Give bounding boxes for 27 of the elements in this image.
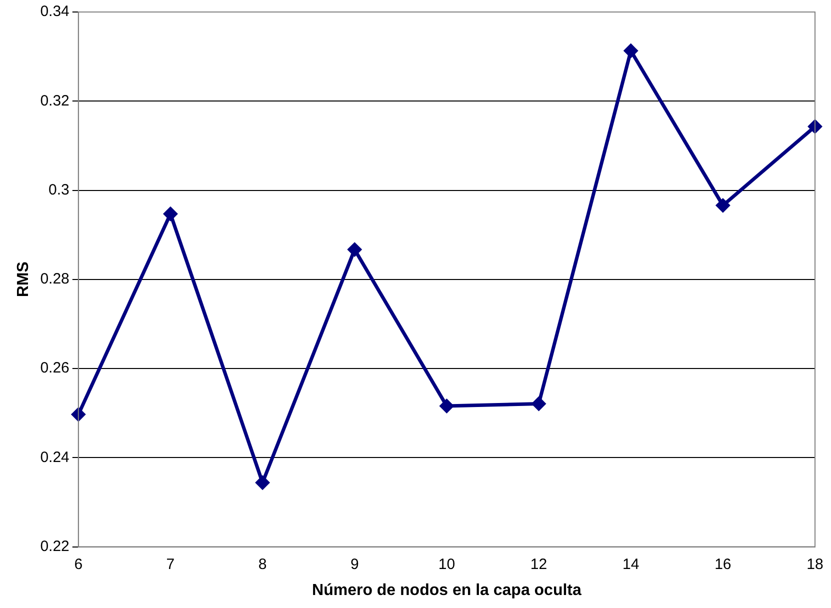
point — [440, 399, 454, 413]
y-tick-label: 0.32 — [40, 92, 70, 110]
y-tick-label: 0.26 — [40, 360, 70, 377]
y-tick-label: 0.28 — [40, 270, 70, 288]
point — [532, 396, 546, 410]
x-axis-title: Número de nodos en la capa oculta — [312, 582, 582, 599]
point — [808, 120, 822, 134]
point — [256, 476, 270, 490]
point — [164, 207, 178, 221]
point — [72, 408, 86, 422]
x-tick-label: 8 — [258, 556, 267, 573]
y-tick-label: 0.34 — [40, 3, 70, 20]
y-tick-label: 0.24 — [40, 448, 70, 466]
x-tick-label: 6 — [74, 556, 83, 573]
x-tick-label: 16 — [714, 556, 732, 573]
x-tick-label: 18 — [806, 556, 824, 573]
y-tick-label: 0.3 — [48, 181, 70, 198]
x-tick-label: 14 — [622, 556, 640, 573]
x-tick-label: 7 — [166, 556, 175, 573]
x-tick-label: 10 — [438, 556, 456, 573]
point — [716, 198, 730, 212]
point — [348, 242, 362, 256]
y-axis-title: RMS — [15, 261, 32, 298]
x-tick-label: 9 — [350, 556, 359, 573]
x-tick-label: 12 — [530, 556, 548, 573]
y-tick-label: 0.22 — [40, 538, 70, 555]
point — [624, 44, 638, 58]
